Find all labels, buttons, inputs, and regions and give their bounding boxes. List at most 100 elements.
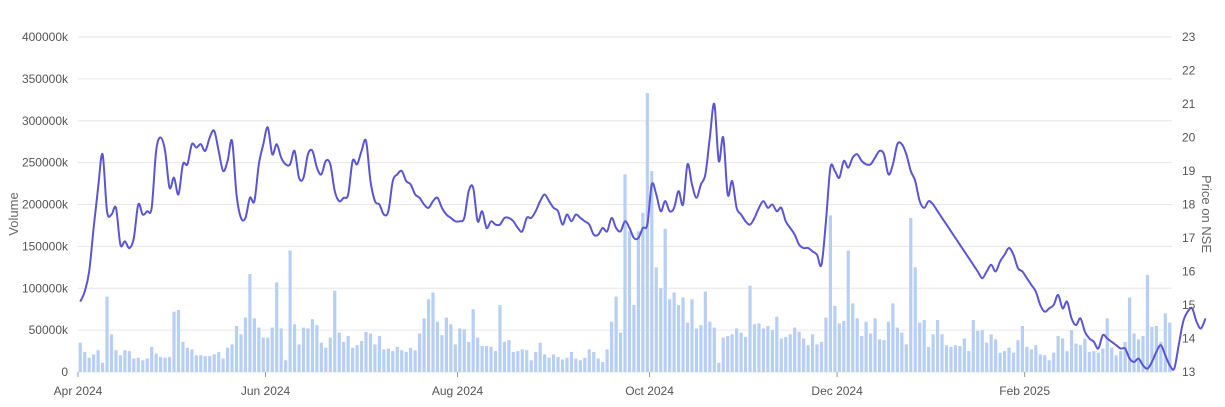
volume-bar <box>1154 325 1158 372</box>
volume-bar <box>556 356 560 372</box>
volume-bar <box>391 351 395 372</box>
volume-bar <box>976 330 980 372</box>
y-left-tick-label: 50000k <box>29 323 69 337</box>
volume-bar <box>194 355 198 372</box>
volume-bar <box>203 356 207 372</box>
volume-bar <box>851 303 855 372</box>
volume-bar <box>623 174 627 372</box>
volume-bar <box>1002 351 1007 372</box>
volume-bar <box>100 362 105 372</box>
volume-bar <box>167 356 172 372</box>
volume-bar <box>1029 349 1033 372</box>
volume-bar <box>761 328 766 372</box>
volume-bar <box>672 292 676 372</box>
volume-bar <box>833 305 837 372</box>
volume-bar <box>368 333 373 372</box>
volume-bar <box>1150 326 1154 372</box>
volume-bar <box>632 305 636 372</box>
volume-bar <box>717 362 721 372</box>
volume-bar <box>685 322 690 372</box>
volume-bar <box>261 337 265 372</box>
volume-bar <box>154 353 158 372</box>
volume-bar <box>1110 347 1114 372</box>
volume-bar <box>565 357 569 372</box>
volume-bar <box>181 341 185 372</box>
volume-bar <box>891 303 895 372</box>
volume-bar <box>1159 341 1163 372</box>
volume-bar <box>458 328 462 372</box>
volume-bar <box>788 334 792 372</box>
volume-bar <box>802 338 806 372</box>
volume-bar <box>435 321 440 372</box>
volume-bar <box>507 340 511 372</box>
volume-bar <box>409 347 413 372</box>
volume-bar <box>1114 355 1118 372</box>
volume-bar <box>431 292 435 372</box>
y-left-tick-label: 100000k <box>22 281 69 295</box>
volume-bar <box>708 321 712 372</box>
y-left-axis-title: Volume <box>6 192 21 235</box>
volume-bar <box>712 327 716 372</box>
volume-bar <box>306 328 310 372</box>
volume-bar <box>614 296 618 372</box>
volume-bar <box>538 342 542 372</box>
volume-bar <box>1083 338 1087 372</box>
volume-bar <box>953 345 958 372</box>
volume-bar <box>480 346 484 372</box>
volume-bar <box>96 350 100 372</box>
volume-bar <box>739 332 743 372</box>
volume-bar <box>944 345 949 372</box>
volume-bar <box>735 328 739 372</box>
y-right-tick-label: 19 <box>1182 164 1196 178</box>
x-tick-label: Aug 2024 <box>432 384 484 398</box>
volume-bar <box>141 360 145 372</box>
volume-bar <box>1119 351 1123 372</box>
volume-bar <box>1056 335 1060 372</box>
volume-bar <box>502 341 507 372</box>
volume-bar <box>775 316 779 372</box>
volume-bar <box>1145 274 1150 372</box>
y-right-axis: 13 14 15 16 17 18 19 20 21 22 23 <box>1182 30 1196 379</box>
volume-bar <box>453 344 457 372</box>
volume-bar <box>279 328 283 372</box>
volume-bar <box>748 285 752 372</box>
volume-bar <box>400 350 404 372</box>
volume-bar <box>132 358 136 372</box>
volume-bar <box>516 351 520 372</box>
volume-bar <box>346 335 350 372</box>
volume-bar <box>87 357 91 372</box>
volume-bar <box>252 318 256 372</box>
volume-bar <box>1078 345 1083 372</box>
volume-bar <box>404 351 408 372</box>
y-left-tick-label: 400000k <box>22 30 69 44</box>
volume-bar <box>654 267 658 372</box>
volume-bar <box>605 349 609 372</box>
volume-bar <box>1065 351 1069 372</box>
volume-bar <box>703 291 707 372</box>
volume-bar <box>989 334 993 372</box>
volume-bar <box>730 334 734 372</box>
volume-bar <box>927 346 931 372</box>
volume-bar <box>743 336 748 372</box>
volume-bar <box>440 335 444 372</box>
volume-bar <box>145 358 149 372</box>
volume-bar <box>980 330 984 372</box>
volume-bar <box>1043 355 1047 372</box>
volume-bar <box>328 337 332 372</box>
volume-bar <box>940 334 944 372</box>
volume-bar <box>985 342 989 372</box>
volume-bar <box>292 324 297 372</box>
volume-bar <box>694 328 699 372</box>
volume-bar <box>351 347 355 372</box>
volume-bar <box>560 359 565 372</box>
volume-bar <box>543 354 547 372</box>
volume-bar <box>757 323 761 372</box>
y-left-tick-label: 350000k <box>22 72 69 86</box>
volume-bar <box>163 357 167 372</box>
volume-bar <box>426 299 431 372</box>
volume-bar <box>359 341 364 372</box>
volume-bar <box>766 325 770 372</box>
volume-bar <box>525 350 529 372</box>
volume-bar <box>1163 313 1167 372</box>
